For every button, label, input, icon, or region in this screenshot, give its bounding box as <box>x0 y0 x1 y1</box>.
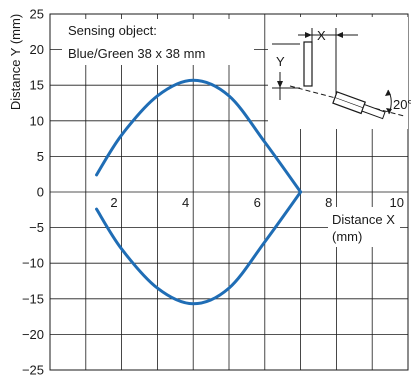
y-tick-label: −25 <box>22 363 44 378</box>
y-axis-label: Distance Y (mm) <box>8 14 23 110</box>
x-tick-label: 8 <box>325 195 332 210</box>
x-label-box <box>328 207 400 247</box>
x-axis-label: Distance X <box>332 212 395 227</box>
tick-labels: 25 20 15 10 5 0 −5 −10 −15 −20 −25 2 4 6 8 10 <box>22 7 404 378</box>
x-arrow-right-icon <box>336 32 343 38</box>
sensing-object-line2: Blue/Green 38 x 38 mm <box>68 46 205 61</box>
inset-x-label: X <box>317 28 326 43</box>
x-tick-label: 4 <box>182 195 189 210</box>
angle-arrow-down-icon <box>386 108 392 114</box>
y-tick-label: 0 <box>37 185 44 200</box>
grid-lines <box>50 14 408 370</box>
y-tick-label: −10 <box>22 256 44 271</box>
series-curves <box>95 78 303 306</box>
sensor-setup-diagram: X Y 20° <box>268 17 411 129</box>
x-axis-unit: (mm) <box>332 229 362 244</box>
y-tick-label: −5 <box>29 220 44 235</box>
y-tick-label: 5 <box>37 149 44 164</box>
sensor-head-icon <box>332 91 386 120</box>
diagram-background <box>268 17 408 129</box>
y-tick-label: −20 <box>22 327 44 342</box>
inset-y-label: Y <box>276 54 285 69</box>
inset-angle-label: 20° <box>393 97 411 112</box>
y-tick-label: 15 <box>30 78 44 93</box>
y-tick-label: −15 <box>22 291 44 306</box>
sensing-curve-lower <box>95 190 303 306</box>
angle-arrow-up-icon <box>385 90 391 96</box>
plot-frame <box>49 13 409 371</box>
x-tick-label: 6 <box>254 195 261 210</box>
x-tick-label: 10 <box>390 195 404 210</box>
sensing-curve-upper <box>95 78 303 194</box>
sensing-note-box <box>62 19 254 65</box>
sensing-object-line1: Sensing object: <box>68 23 157 38</box>
x-arrow-left-icon <box>305 32 312 38</box>
y-arrow-icon <box>277 81 283 88</box>
x-tick-label: 2 <box>110 195 117 210</box>
target-plate-icon <box>303 41 313 87</box>
y-tick-label: 20 <box>30 42 44 57</box>
y-tick-label: 25 <box>30 7 44 22</box>
y-tick-label: 10 <box>30 113 44 128</box>
